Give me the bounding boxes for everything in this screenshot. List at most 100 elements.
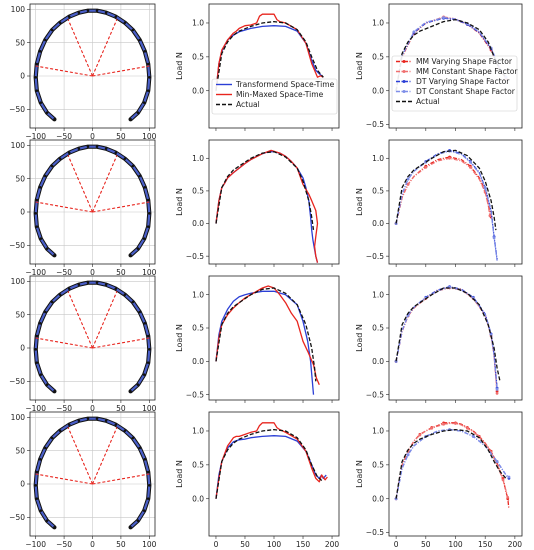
arc-node	[114, 15, 118, 18]
arc-node	[136, 111, 140, 114]
right-legend-marker	[402, 90, 406, 93]
panel-row3-col1-geometry: −100 −50 0 50 100 −50 0 50 100	[9, 275, 157, 413]
y-tick-label: 1.0	[192, 427, 204, 436]
arc-node	[131, 28, 135, 32]
series-marker	[442, 422, 446, 426]
arc-node	[131, 164, 135, 168]
arc-node	[104, 11, 108, 14]
arc-node	[44, 174, 47, 178]
x-tick-label: 200	[508, 540, 523, 549]
arc-node	[129, 118, 132, 121]
arc-node	[39, 509, 43, 512]
x-tick-label: 50	[116, 132, 126, 141]
arc-node	[77, 419, 81, 422]
y-tick-label: 1.0	[192, 19, 204, 28]
series-marker	[424, 166, 428, 169]
panel-row4-col1-geometry: −100 −50 0 50 100 −50 0 50 100	[9, 411, 157, 549]
axes-frame	[208, 3, 340, 129]
y-tick-label: 1.0	[372, 427, 384, 436]
plot-area	[215, 422, 328, 499]
axes-frame	[388, 139, 523, 265]
arc-node	[95, 9, 99, 12]
arc-node	[35, 470, 39, 474]
series-marker	[488, 214, 492, 218]
series-line	[395, 18, 507, 91]
series-line	[215, 428, 324, 499]
panel-row3-col2: −0.5 0.0 0.5 1.0 Load N	[175, 275, 340, 403]
y-tick-label: 0.5	[192, 324, 204, 333]
y-tick-label: −50	[9, 105, 25, 114]
series-marker	[406, 453, 410, 457]
axes-frame	[388, 275, 523, 401]
y-tick-label: 1.0	[372, 154, 384, 163]
y-tick-label: −0.5	[366, 528, 384, 537]
y-tick-label: 0.5	[372, 52, 384, 61]
y-tick-label: 50	[15, 446, 25, 455]
x-tick-label: 150	[478, 540, 493, 549]
arc-node	[138, 446, 141, 450]
arc-node	[114, 151, 118, 154]
axes-frame	[208, 139, 340, 265]
plot-area	[33, 8, 152, 122]
arc-node	[35, 198, 39, 202]
spoke-line	[67, 155, 94, 213]
x-tick-label: 100	[142, 132, 157, 141]
arc-node	[34, 348, 37, 351]
arc-node	[50, 164, 54, 168]
arc-node	[146, 497, 150, 500]
arc-node	[39, 373, 43, 376]
series-line	[395, 149, 497, 231]
arc-node	[104, 419, 108, 422]
arc-node	[45, 383, 49, 386]
panel-row2-col1-geometry: −100 −50 0 50 100 −50 0 50 100	[9, 139, 157, 277]
plot-area	[394, 285, 501, 395]
y-tick-label: 1.0	[372, 290, 384, 299]
arc-node	[86, 281, 90, 284]
x-tick-label: 100	[142, 540, 157, 549]
x-tick-label: −100	[25, 268, 46, 277]
spoke-line	[67, 291, 94, 349]
arc-node	[146, 334, 150, 338]
arc-node	[53, 390, 56, 393]
series-line	[395, 286, 498, 389]
x-tick-label: −50	[56, 540, 72, 549]
arc-node	[44, 446, 47, 450]
series-line	[215, 13, 324, 91]
series-marker	[465, 426, 469, 430]
arc-node	[136, 383, 140, 386]
y-axis-label: Load N	[175, 52, 184, 80]
arc-node	[143, 322, 147, 325]
y-axis-label: Load N	[355, 324, 364, 352]
y-tick-label: 100	[11, 141, 26, 150]
arc-node	[138, 310, 141, 314]
y-tick-label: 0.0	[372, 219, 384, 228]
arc-node	[44, 310, 47, 314]
arc-node	[86, 145, 90, 148]
arc-node	[86, 9, 90, 12]
arc-node	[44, 38, 47, 42]
x-tick-label: 50	[116, 404, 126, 413]
y-tick-label: −50	[9, 241, 25, 250]
arc-node	[35, 497, 39, 500]
axes-frame	[29, 139, 156, 265]
axes-frame	[29, 3, 156, 129]
y-axis-label: Load N	[355, 188, 364, 216]
arc-node	[148, 76, 151, 79]
arc-node	[138, 38, 141, 42]
arc-node	[58, 157, 62, 160]
arc-node	[142, 373, 146, 376]
plot-area	[215, 285, 320, 395]
x-tick-label: −100	[25, 404, 46, 413]
axes-frame	[29, 411, 156, 537]
x-tick-label: 0	[90, 540, 95, 549]
series-marker	[412, 30, 416, 34]
arc-node	[146, 225, 150, 228]
series-marker	[468, 160, 472, 164]
series-marker	[483, 186, 487, 190]
arc-node	[86, 417, 90, 420]
y-tick-label: −0.5	[186, 390, 204, 399]
y-tick-label: 0.5	[372, 187, 384, 196]
series-line	[395, 428, 510, 499]
